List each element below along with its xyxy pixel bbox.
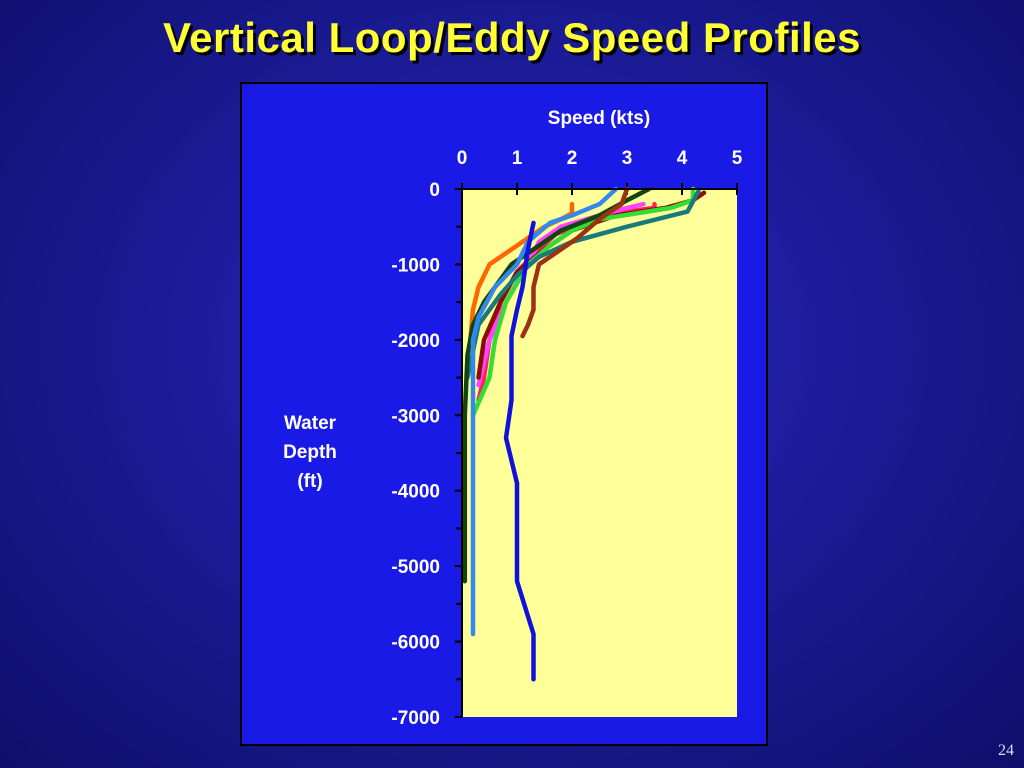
series-lines: [462, 186, 707, 682]
plot-area: [462, 189, 737, 717]
y-tick-label: -7000: [391, 708, 440, 729]
y-axis-title-line: Depth: [283, 442, 337, 463]
x-tick-label: 2: [567, 148, 578, 169]
y-tick-label: -2000: [391, 331, 440, 352]
y-axis-title: Water Depth (ft): [283, 413, 337, 492]
y-axis-title-line: Water: [284, 413, 337, 434]
x-tick-label: 1: [512, 148, 523, 169]
axis-ticks: 0 1 2 3 4 5 0 -1000 -2000 -3000 -4000 -5000 -6000 -70…: [391, 148, 742, 729]
y-axis-title-line: (ft): [297, 471, 322, 492]
series-line-6: [465, 189, 701, 380]
y-tick-label: -5000: [391, 557, 440, 578]
slide-title: Vertical Loop/Eddy Speed Profiles: [162, 14, 861, 61]
y-tick-label: -4000: [391, 482, 440, 503]
x-axis-title: Speed (kts): [548, 108, 650, 129]
series-line-3: [476, 201, 646, 388]
series-line-10: [503, 220, 536, 682]
x-tick-label: 0: [457, 148, 468, 169]
x-tick-label: 4: [677, 148, 688, 169]
series-line-5: [470, 186, 696, 418]
chart-panel: Speed (kts) Water Depth (ft) 0 1 2 3 4 5 0 -1000 -…: [240, 82, 768, 746]
y-tick-label: 0: [429, 180, 440, 201]
series-line-8: [520, 186, 630, 339]
y-tick-label: -1000: [391, 255, 440, 276]
y-tick-label: -3000: [391, 406, 440, 427]
speed-profile-chart: Speed (kts) Water Depth (ft) 0 1 2 3 4 5 0 -1000 -…: [283, 108, 743, 729]
x-tick-label: 5: [732, 148, 743, 169]
y-tick-label: -6000: [391, 633, 440, 654]
page-number: 24: [998, 742, 1014, 759]
series-line-9: [470, 186, 619, 637]
x-tick-label: 3: [622, 148, 633, 169]
